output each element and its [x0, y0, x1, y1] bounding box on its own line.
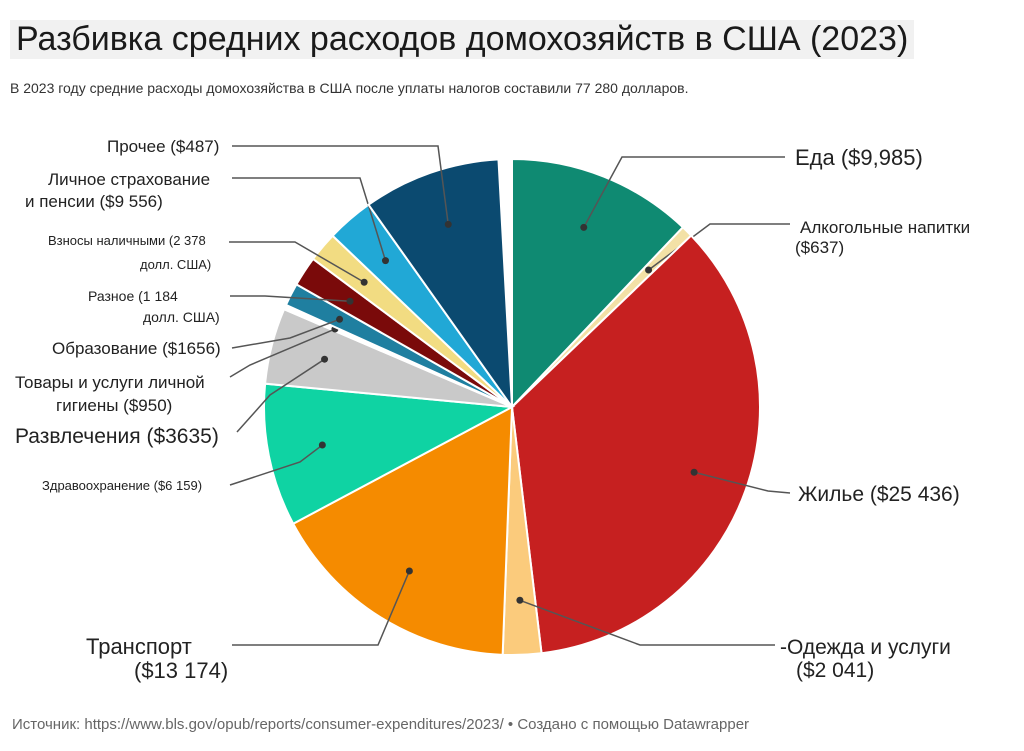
leader-line-health	[229, 444, 323, 486]
slice-label-insurance: Личное страхование	[48, 170, 210, 189]
slice-label-transport: ($13 174)	[134, 658, 228, 683]
slice-label-alcohol: ($637)	[795, 238, 844, 257]
slice-label-cash: долл. США)	[140, 257, 211, 272]
leader-dot-transport	[405, 567, 413, 575]
leader-line-entertainment	[236, 358, 325, 433]
leader-dot-food	[580, 223, 588, 231]
leader-line-misc	[230, 295, 351, 303]
slice-label-education: Образование ($1656)	[52, 339, 221, 358]
slice-label-personal-care: Товары и услуги личной	[15, 373, 205, 392]
slice-label-health: Здравоохранение ($6 159)	[42, 478, 202, 493]
leader-dot-cash	[360, 278, 368, 286]
pie-slice-health	[263, 382, 516, 526]
slice-label-alcohol: Алкогольные напитки	[800, 218, 970, 237]
slice-label-food: Еда ($9,985)	[795, 145, 923, 170]
slice-label-personal-care: гигиены ($950)	[56, 396, 172, 415]
slice-label-entertainment: Развлечения ($3635)	[15, 425, 219, 448]
leader-line-other	[232, 145, 449, 225]
pie-slice-other	[367, 158, 514, 411]
leader-dot-housing	[690, 468, 698, 476]
leader-dot-apparel	[516, 596, 524, 604]
leader-dot-entertainment	[321, 355, 329, 363]
pie-slice-food	[511, 157, 685, 410]
leader-line-alcohol	[648, 223, 790, 271]
leader-line-transport	[232, 570, 411, 646]
leader-dot-insurance	[381, 257, 389, 265]
slice-label-other: Прочее ($487)	[107, 137, 219, 156]
leader-dot-misc	[346, 297, 354, 305]
slice-label-transport: Транспорт	[86, 634, 192, 659]
pie-slice-transport	[291, 405, 514, 656]
leader-dot-education	[336, 315, 344, 323]
leader-line-cash	[229, 241, 365, 283]
source-note: Источник: https://www.bls.gov/opub/repor…	[12, 716, 750, 733]
leader-line-personal-care	[229, 328, 336, 378]
chart-title: Разбивка средних расходов домохозяйств в…	[10, 20, 915, 59]
slice-label-insurance: и пенсии ($9 556)	[25, 192, 163, 211]
leader-line-housing	[693, 471, 791, 494]
slice-label-misc: Разное (1 184	[88, 288, 178, 304]
pie-slice-housing	[510, 234, 761, 655]
leader-line-food	[583, 156, 785, 228]
leader-dot-alcohol	[645, 266, 653, 274]
slice-label-apparel: -Одежда и услуги	[780, 636, 951, 659]
leader-line-education	[231, 318, 340, 349]
slice-label-cash: Взносы наличными (2 378	[48, 233, 206, 248]
slice-label-misc: долл. США)	[143, 309, 220, 325]
slice-label-apparel: ($2 041)	[796, 659, 874, 682]
slice-label-housing: Жилье ($25 436)	[798, 483, 960, 506]
leader-line-apparel	[519, 599, 775, 646]
leader-dot-health	[318, 441, 326, 449]
chart-subtitle: В 2023 году средние расходы домохозяйств…	[10, 80, 689, 96]
leader-line-insurance	[232, 177, 387, 261]
leader-dot-other	[444, 220, 452, 228]
